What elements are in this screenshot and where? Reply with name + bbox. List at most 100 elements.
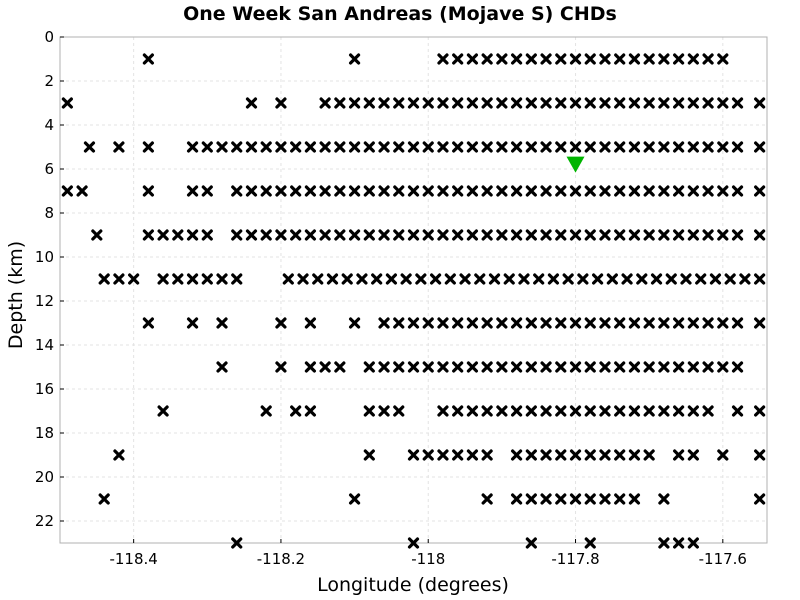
event-marker — [731, 229, 744, 241]
event-marker — [569, 53, 582, 65]
event-marker — [348, 141, 361, 153]
event-marker — [201, 185, 213, 197]
event-marker — [260, 405, 272, 417]
event-marker — [245, 185, 258, 197]
event-marker — [216, 317, 228, 329]
event-marker — [592, 273, 604, 285]
event-marker — [245, 229, 258, 241]
event-marker — [437, 449, 449, 461]
event-marker — [231, 185, 243, 197]
event-marker — [599, 317, 611, 329]
event-marker — [702, 229, 714, 241]
event-marker — [378, 141, 390, 153]
event-marker — [540, 97, 552, 109]
event-marker — [444, 273, 456, 285]
event-marker — [113, 449, 125, 461]
event-marker — [511, 317, 523, 329]
event-marker — [754, 273, 766, 285]
event-marker — [687, 229, 699, 241]
event-marker — [496, 361, 508, 373]
event-marker — [614, 97, 626, 109]
event-marker — [628, 405, 641, 417]
event-marker — [673, 141, 685, 153]
event-marker — [702, 361, 714, 373]
event-marker — [452, 53, 464, 65]
event-marker — [437, 361, 449, 373]
event-marker — [584, 493, 596, 505]
event-marker — [673, 53, 685, 65]
event-marker — [643, 449, 655, 461]
event-marker — [437, 317, 449, 329]
event-marker — [393, 141, 405, 153]
event-marker — [702, 317, 714, 329]
event-marker — [260, 185, 272, 197]
event-marker — [599, 229, 611, 241]
event-marker — [407, 229, 420, 241]
event-marker — [540, 141, 552, 153]
y-tick-label: 16 — [35, 380, 54, 398]
event-marker — [452, 97, 464, 109]
event-marker — [584, 185, 596, 197]
x-tick-label: -118 — [411, 550, 445, 568]
event-marker — [717, 141, 729, 153]
event-marker — [385, 273, 398, 285]
event-marker — [687, 405, 699, 417]
event-marker — [481, 229, 493, 241]
event-marker — [452, 405, 464, 417]
event-marker — [658, 53, 670, 65]
event-marker — [511, 449, 523, 461]
event-marker — [731, 97, 744, 109]
event-marker — [186, 141, 199, 153]
event-marker — [643, 53, 655, 65]
plot-frame — [59, 36, 768, 544]
event-marker — [658, 185, 670, 197]
x-tick-label: -118.4 — [109, 550, 157, 568]
event-marker — [555, 229, 567, 241]
event-marker — [98, 493, 110, 505]
y-tick-label: 8 — [44, 204, 54, 222]
event-marker — [525, 449, 537, 461]
event-marker — [533, 273, 545, 285]
event-marker — [687, 537, 699, 549]
event-marker — [393, 405, 405, 417]
event-marker — [511, 361, 523, 373]
y-tick-label: 12 — [35, 292, 54, 310]
event-marker — [555, 405, 567, 417]
event-marker — [407, 449, 420, 461]
y-tick-label: 4 — [44, 116, 54, 134]
event-marker — [562, 273, 574, 285]
event-marker — [260, 229, 272, 241]
event-marker — [599, 449, 611, 461]
event-marker — [717, 317, 729, 329]
event-marker — [378, 97, 390, 109]
event-marker — [643, 317, 655, 329]
event-marker — [496, 229, 508, 241]
event-marker — [739, 273, 751, 285]
event-marker — [341, 273, 353, 285]
event-marker — [569, 361, 582, 373]
event-marker — [569, 405, 582, 417]
event-marker — [334, 141, 346, 153]
event-marker — [702, 405, 714, 417]
event-marker — [621, 273, 633, 285]
event-marker — [393, 361, 405, 373]
event-marker — [555, 449, 567, 461]
event-marker — [717, 53, 729, 65]
event-marker — [496, 53, 508, 65]
event-marker — [348, 97, 361, 109]
event-marker — [731, 317, 744, 329]
event-marker — [658, 141, 670, 153]
event-marker — [525, 97, 537, 109]
event-marker — [658, 97, 670, 109]
event-marker — [709, 273, 722, 285]
event-marker — [186, 185, 199, 197]
event-marker — [511, 493, 523, 505]
event-marker — [304, 141, 316, 153]
event-marker — [658, 405, 670, 417]
event-marker — [754, 449, 766, 461]
event-marker — [614, 449, 626, 461]
event-marker — [393, 317, 405, 329]
event-marker — [673, 537, 685, 549]
event-marker — [363, 361, 375, 373]
